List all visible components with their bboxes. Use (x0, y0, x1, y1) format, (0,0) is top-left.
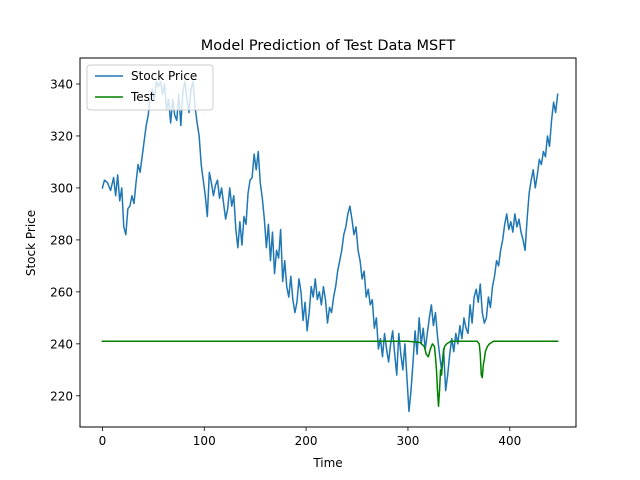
y-tick-label: 280 (50, 233, 73, 247)
x-tick-label: 200 (295, 434, 318, 448)
legend-label-stock-price: Stock Price (131, 69, 197, 83)
series-line-test (101, 340, 559, 407)
y-tick-label: 320 (50, 129, 73, 143)
x-tick-label: 400 (498, 434, 521, 448)
plot-frame (79, 57, 577, 428)
x-tick-label: 0 (99, 434, 107, 448)
x-tick-label: 100 (193, 434, 216, 448)
y-tick-label: 220 (50, 389, 73, 403)
plot-area (101, 80, 559, 413)
chart-title: Model Prediction of Test Data MSFT (201, 38, 456, 54)
y-tick-label: 340 (50, 77, 73, 91)
y-tick-label: 300 (50, 181, 73, 195)
y-tick-label: 260 (50, 285, 73, 299)
x-axis: 0 100 200 300 400 (99, 427, 521, 448)
legend-label-test: Test (130, 90, 155, 104)
y-axis: 220 240 260 280 300 320 340 (50, 77, 80, 403)
y-axis-title: Stock Price (24, 210, 38, 276)
legend: Stock Price Test (86, 64, 214, 111)
series-line-stock-price (101, 80, 559, 413)
x-tick-label: 300 (396, 434, 419, 448)
x-axis-title: Time (312, 456, 342, 470)
y-tick-label: 240 (50, 337, 73, 351)
